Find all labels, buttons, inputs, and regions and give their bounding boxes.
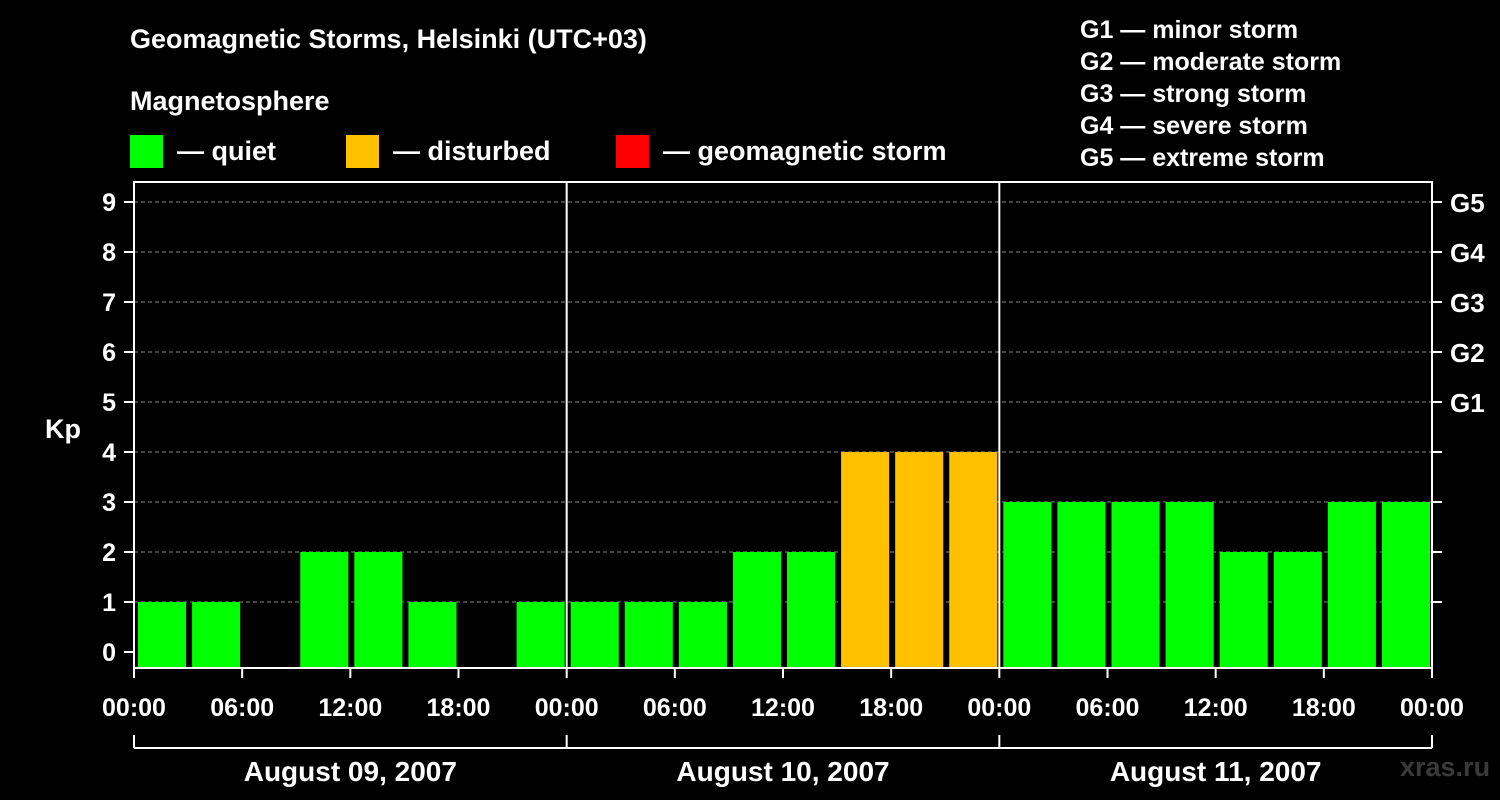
x-tick-label: 00:00 <box>535 694 599 722</box>
g-tick-label: G3 <box>1450 288 1485 318</box>
g-legend-item-g2: G2 — moderate storm <box>1080 48 1342 76</box>
legend-label-storm: — geomagnetic storm <box>663 135 947 166</box>
day-label: August 11, 2007 <box>1110 756 1322 787</box>
legend-label-disturbed: — disturbed <box>393 135 551 166</box>
watermark: xras.ru <box>1400 752 1491 782</box>
y-tick-label: 3 <box>102 489 116 517</box>
y-tick-label: 0 <box>102 639 116 667</box>
kp-bar <box>1165 502 1214 668</box>
kp-bar <box>138 602 187 668</box>
x-tick-label: 18:00 <box>427 694 491 722</box>
g-legend-item-g3: G3 — strong storm <box>1080 80 1307 108</box>
g-tick-label: G5 <box>1450 188 1485 218</box>
chart-title: Geomagnetic Storms, Helsinki (UTC+03) <box>130 24 647 54</box>
g-tick-label: G1 <box>1450 388 1485 418</box>
legend-swatch-disturbed <box>346 134 379 168</box>
kp-bar <box>516 602 565 668</box>
x-tick-label: 00:00 <box>967 694 1031 722</box>
x-tick-label: 06:00 <box>1076 694 1140 722</box>
x-tick-label: 12:00 <box>1184 694 1248 722</box>
kp-bar <box>1219 552 1268 668</box>
kp-bar <box>300 552 349 668</box>
y-tick-label: 2 <box>102 539 116 567</box>
kp-bar <box>1057 502 1106 668</box>
g-tick-label: G2 <box>1450 338 1485 368</box>
kp-bar <box>1327 502 1376 668</box>
kp-bar <box>1273 552 1322 668</box>
kp-bar <box>678 602 727 668</box>
kp-bar <box>192 602 241 668</box>
kp-bar <box>408 602 457 668</box>
x-tick-label: 00:00 <box>102 694 166 722</box>
g-scale-legend: G1 — minor storm G2 — moderate storm G3 … <box>1080 14 1341 174</box>
kp-bar <box>895 452 944 668</box>
y-axis-label: Kp <box>45 414 81 444</box>
y-tick-label: 1 <box>102 589 116 617</box>
day-label: August 09, 2007 <box>244 756 457 787</box>
legend-title: Magnetosphere <box>130 86 330 116</box>
y-tick-label: 6 <box>102 339 116 367</box>
x-tick-label: 12:00 <box>318 694 382 722</box>
x-tick-label: 12:00 <box>751 694 815 722</box>
legend-item-storm: — geomagnetic storm <box>616 134 947 168</box>
legend-item-quiet: — quiet <box>130 134 276 168</box>
y-tick-label: 7 <box>102 289 116 317</box>
legend-item-disturbed: — disturbed <box>346 134 551 168</box>
kp-bar <box>949 452 998 668</box>
x-tick-label: 06:00 <box>643 694 707 722</box>
y-tick-label: 9 <box>102 189 116 217</box>
y-tick-label: 5 <box>102 389 116 417</box>
g-legend-item-g4: G4 — severe storm <box>1080 112 1308 140</box>
kp-bar <box>1111 502 1160 668</box>
day-label: August 10, 2007 <box>676 756 889 787</box>
legend-label-quiet: — quiet <box>177 135 276 166</box>
kp-bar <box>1381 502 1430 668</box>
kp-bar <box>787 552 836 668</box>
x-tick-label: 18:00 <box>1292 694 1356 722</box>
x-tick-label: 00:00 <box>1400 694 1464 722</box>
y-tick-label: 4 <box>102 439 116 467</box>
x-tick-label: 06:00 <box>210 694 274 722</box>
x-tick-label: 18:00 <box>859 694 923 722</box>
g-legend-item-g1: G1 — minor storm <box>1080 16 1299 44</box>
kp-bar <box>841 452 890 668</box>
kp-bar <box>570 602 619 668</box>
kp-bar <box>624 602 673 668</box>
kp-bar <box>732 552 781 668</box>
g-tick-label: G4 <box>1450 238 1485 268</box>
g-legend-item-g5: G5 — extreme storm <box>1080 144 1325 172</box>
kp-bar <box>354 552 403 668</box>
legend-swatch-quiet <box>130 134 163 168</box>
kp-bar <box>1003 502 1052 668</box>
legend-swatch-storm <box>616 134 649 168</box>
y-tick-label: 8 <box>102 239 116 267</box>
